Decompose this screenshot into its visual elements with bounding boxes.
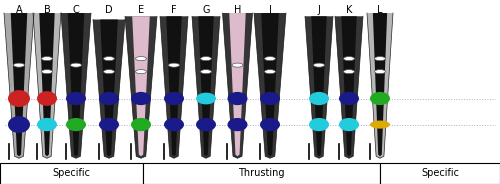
Text: K: K: [346, 5, 352, 15]
Circle shape: [168, 63, 179, 67]
Ellipse shape: [339, 92, 359, 105]
Ellipse shape: [228, 118, 248, 131]
Text: Thrusting: Thrusting: [238, 168, 284, 178]
Ellipse shape: [260, 118, 280, 131]
Circle shape: [136, 57, 146, 61]
Circle shape: [374, 70, 386, 74]
Text: H: H: [234, 5, 241, 15]
Circle shape: [42, 70, 52, 74]
Polygon shape: [373, 13, 387, 156]
Ellipse shape: [131, 118, 151, 131]
Polygon shape: [33, 13, 61, 158]
Polygon shape: [367, 13, 393, 158]
Text: A: A: [16, 5, 22, 15]
Bar: [142, 163, 380, 184]
Ellipse shape: [8, 116, 30, 133]
Ellipse shape: [131, 92, 151, 105]
Polygon shape: [335, 16, 363, 158]
Polygon shape: [342, 16, 356, 156]
Ellipse shape: [370, 121, 390, 129]
Ellipse shape: [37, 91, 57, 106]
Polygon shape: [192, 16, 220, 158]
Circle shape: [14, 63, 24, 67]
Polygon shape: [312, 16, 326, 156]
Text: J: J: [318, 5, 320, 15]
Polygon shape: [68, 13, 84, 156]
Ellipse shape: [99, 118, 119, 131]
Polygon shape: [229, 13, 246, 156]
Text: C: C: [72, 5, 80, 15]
Polygon shape: [222, 13, 252, 158]
Polygon shape: [198, 16, 214, 156]
Bar: [0, 163, 142, 184]
Ellipse shape: [260, 92, 280, 105]
Circle shape: [70, 63, 82, 67]
Ellipse shape: [99, 92, 119, 105]
Circle shape: [344, 70, 354, 74]
Text: D: D: [105, 5, 113, 15]
Polygon shape: [305, 16, 333, 158]
Text: G: G: [202, 5, 210, 15]
Polygon shape: [166, 16, 182, 156]
Text: Specific: Specific: [52, 168, 90, 178]
Circle shape: [374, 57, 386, 61]
Polygon shape: [254, 13, 286, 158]
Polygon shape: [160, 16, 188, 158]
Bar: [380, 163, 500, 184]
Circle shape: [104, 70, 115, 74]
Polygon shape: [132, 16, 150, 156]
Ellipse shape: [309, 118, 329, 131]
Polygon shape: [61, 13, 91, 158]
Circle shape: [344, 57, 354, 61]
Circle shape: [200, 70, 211, 74]
Text: F: F: [171, 5, 177, 15]
Text: Specific: Specific: [421, 168, 459, 178]
Ellipse shape: [196, 118, 216, 131]
Text: L: L: [378, 5, 383, 15]
Ellipse shape: [66, 92, 86, 105]
Ellipse shape: [196, 93, 216, 104]
Ellipse shape: [309, 92, 329, 105]
Circle shape: [264, 70, 276, 74]
Polygon shape: [125, 16, 157, 158]
Circle shape: [200, 57, 211, 61]
Circle shape: [136, 70, 146, 74]
Text: I: I: [268, 5, 272, 15]
Ellipse shape: [339, 118, 359, 131]
Polygon shape: [261, 13, 279, 156]
Ellipse shape: [164, 118, 184, 131]
Ellipse shape: [37, 118, 57, 131]
Ellipse shape: [164, 92, 184, 105]
Polygon shape: [100, 20, 118, 156]
Circle shape: [264, 57, 276, 61]
Polygon shape: [4, 13, 34, 158]
Text: E: E: [138, 5, 144, 15]
Ellipse shape: [370, 92, 390, 105]
Polygon shape: [11, 13, 27, 156]
Ellipse shape: [66, 118, 86, 131]
Circle shape: [314, 63, 324, 67]
Circle shape: [104, 57, 115, 61]
Polygon shape: [93, 20, 125, 158]
Ellipse shape: [8, 90, 30, 107]
Polygon shape: [40, 13, 54, 156]
Circle shape: [232, 63, 243, 67]
Text: B: B: [44, 5, 51, 15]
Ellipse shape: [228, 92, 248, 105]
Circle shape: [42, 57, 52, 61]
